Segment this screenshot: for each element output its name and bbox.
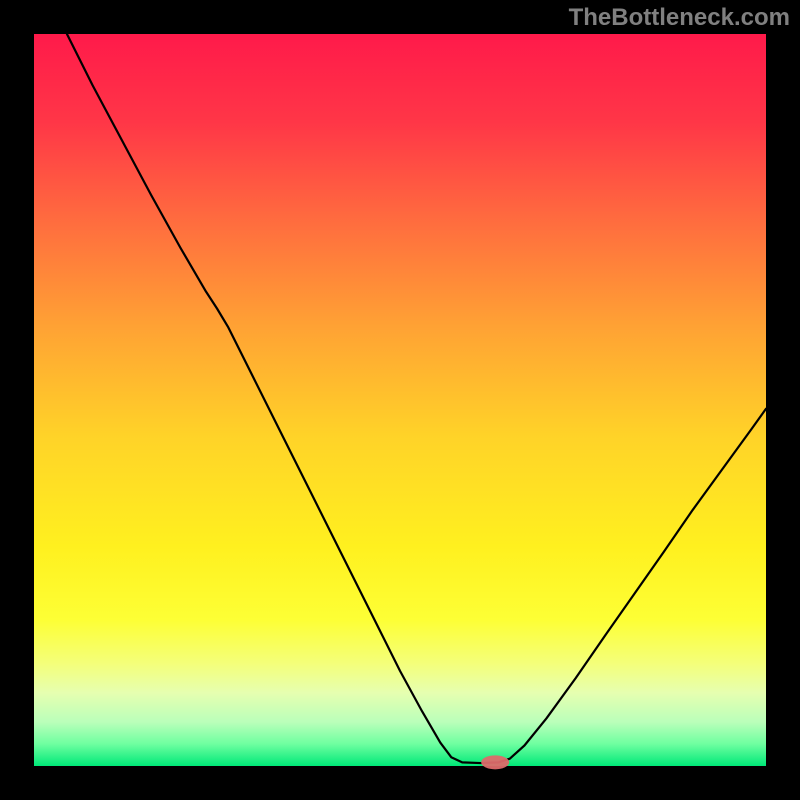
plot-background xyxy=(34,34,766,766)
minimum-marker xyxy=(481,755,509,769)
chart-container: TheBottleneck.com xyxy=(0,0,800,800)
bottleneck-chart xyxy=(0,0,800,800)
watermark-text: TheBottleneck.com xyxy=(569,4,790,32)
